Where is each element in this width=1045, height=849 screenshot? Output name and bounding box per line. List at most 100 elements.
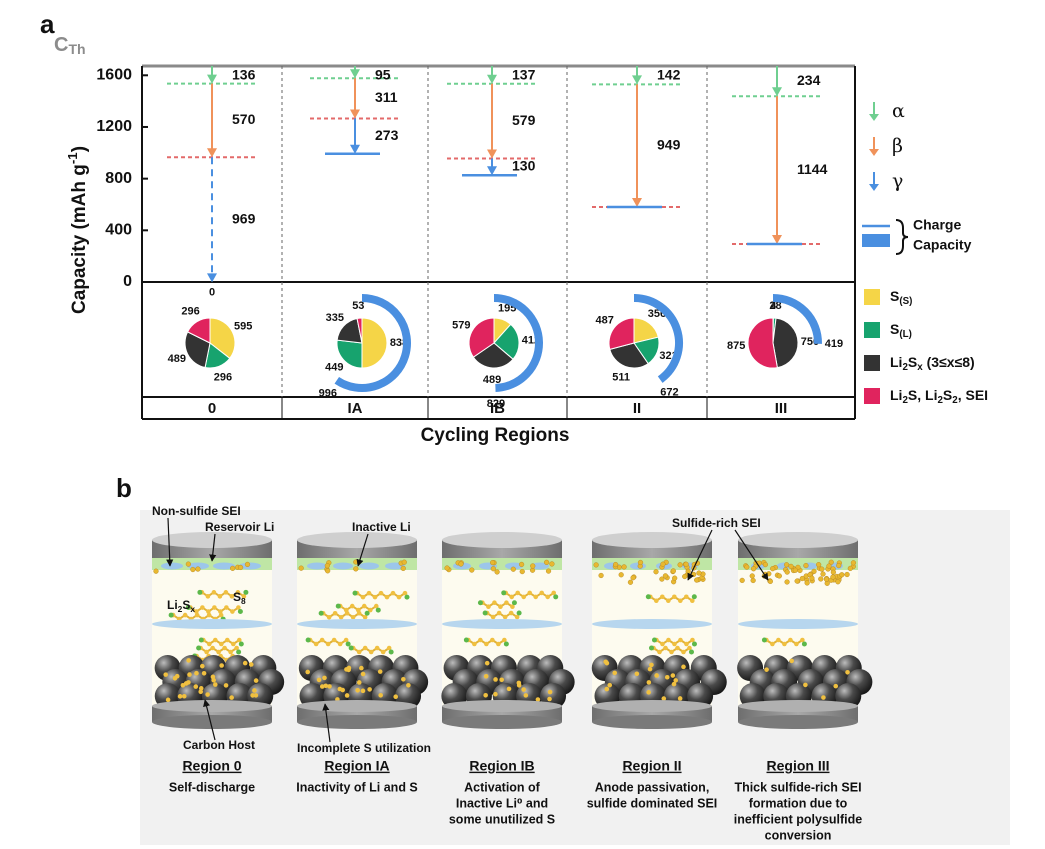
sulfur-atom <box>545 594 551 600</box>
value-label: 234 <box>797 72 821 88</box>
text-part: Sulfide-rich SEI <box>672 516 761 530</box>
charge-label: 0 <box>209 286 215 298</box>
sulfur-atom <box>776 637 781 643</box>
sulfur-atom <box>384 594 390 600</box>
li-reservoir <box>359 562 379 570</box>
sulfur-dot <box>671 681 677 687</box>
x-tick-label: III <box>775 400 788 417</box>
sulfur-dot <box>181 693 187 699</box>
separator <box>592 619 712 629</box>
sulfur-dot <box>253 678 259 683</box>
sulfur-dot <box>201 671 207 676</box>
sulfur-dot <box>670 673 676 678</box>
li-atom <box>404 594 410 600</box>
sulfur-dot <box>646 690 651 695</box>
sulfide-dot <box>803 562 809 569</box>
text-part: Incomplete S utilization <box>297 741 431 755</box>
pie-label: 489 <box>483 374 501 386</box>
sulfur-atom <box>687 645 692 651</box>
arrow-head <box>350 69 360 79</box>
sulfur-atom <box>490 637 495 643</box>
sulfur-atom <box>515 590 521 596</box>
sulfur-dot <box>165 697 171 703</box>
sulfur-dot <box>378 692 383 698</box>
li-atom <box>345 641 351 647</box>
sulfur-atom <box>337 641 343 647</box>
sulfur-dot <box>186 658 191 663</box>
sulfur-dot <box>521 687 526 692</box>
legend-label: γ <box>892 170 903 192</box>
sulfur-dot <box>483 673 489 679</box>
sulfur-atom <box>490 614 496 620</box>
sulfur-dot <box>163 672 169 677</box>
text-part: C <box>54 34 68 56</box>
sulfur-dot <box>346 665 352 671</box>
legend-swatch <box>864 289 880 305</box>
sulfur-atom <box>362 614 368 620</box>
li-atom <box>236 649 242 655</box>
sulfide-dot <box>762 562 768 568</box>
sulfur-dot <box>681 664 686 670</box>
sulfide-dot <box>784 579 790 585</box>
annotation-arrow <box>356 533 369 567</box>
sulfide-dot <box>543 559 550 565</box>
x-axis-title: Cycling Regions <box>421 425 570 446</box>
sulfur-atom <box>229 594 235 599</box>
sulfur-dot <box>180 682 186 688</box>
li-reservoir <box>239 562 261 570</box>
sulfur-atom <box>224 605 229 610</box>
sulfide-dot <box>685 568 691 574</box>
sulfur-dot <box>634 671 640 677</box>
li-reservoir <box>213 562 235 570</box>
pie-slice <box>493 323 520 360</box>
legend-label: Li2Sx (3≤x≤8) <box>890 354 975 373</box>
ring-label: 996 <box>319 387 337 399</box>
sulfide-dot <box>353 559 359 565</box>
sulfur-atom <box>678 637 683 643</box>
sulfur-atom <box>225 637 230 643</box>
sulfur-atom <box>366 590 372 596</box>
li-atom <box>237 609 243 615</box>
sulfur-atom <box>235 590 241 595</box>
sulfide-dot <box>195 566 201 572</box>
sulfur-atom <box>508 610 514 616</box>
arrow-head <box>207 148 217 158</box>
arrow-head <box>632 75 642 85</box>
sulfide-dot <box>519 568 525 575</box>
sulfide-dot <box>545 568 552 574</box>
value-label: 949 <box>657 136 681 152</box>
text-part: x <box>190 604 195 614</box>
legend-swatch <box>864 388 880 404</box>
annotation-arrow <box>734 529 769 581</box>
sulfur-dot <box>789 658 794 664</box>
arrow-head <box>632 197 642 207</box>
pie-slice <box>472 342 514 369</box>
text-part: (3≤x≤8) <box>923 354 975 370</box>
region-description: Anode passivation, <box>595 780 710 794</box>
value-label: 579 <box>512 112 536 128</box>
sulfur-atom <box>207 641 212 647</box>
sulfur-atom <box>206 612 212 618</box>
sulfide-dot <box>839 572 845 578</box>
sulfide-dot <box>850 560 857 566</box>
sulfide-dot <box>820 571 826 577</box>
sulfide-dot <box>804 580 810 586</box>
sulfur-dot <box>305 669 311 675</box>
sulfide-dot <box>823 576 830 582</box>
region-title: Region IA <box>324 758 389 774</box>
charge-ring <box>633 294 683 383</box>
collector-bottom <box>592 715 712 729</box>
sulfur-atom <box>210 645 215 651</box>
pie-label: 489 <box>168 353 186 365</box>
value-label: 969 <box>232 210 256 226</box>
sulfur-dot <box>319 684 325 689</box>
sulfide-dot <box>244 561 251 568</box>
sulfide-dot <box>518 561 525 568</box>
arrow-head <box>487 74 497 84</box>
sulfur-atom <box>681 649 686 655</box>
sulfur-atom <box>343 637 349 643</box>
sulfur-atom <box>218 609 223 614</box>
sulfur-dot <box>212 682 218 687</box>
sulfur-atom <box>800 637 805 643</box>
sulfur-dot <box>803 682 808 688</box>
